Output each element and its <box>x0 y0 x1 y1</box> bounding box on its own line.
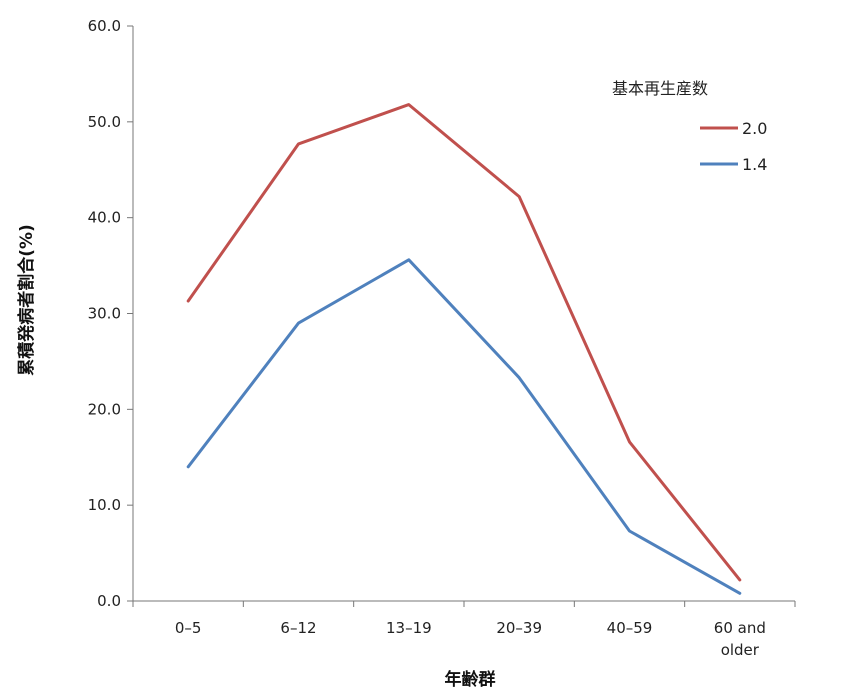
y-tick-label: 0.0 <box>97 592 121 610</box>
x-ticks: 0–5 6–12 13–19 20–39 40–59 60 and older <box>133 601 795 659</box>
legend-label-2.0: 2.0 <box>742 119 767 138</box>
axes <box>133 26 795 601</box>
x-axis-title: 年齢群 <box>445 669 496 690</box>
y-ticks: 0.0 10.0 20.0 30.0 40.0 50.0 60.0 <box>88 17 133 610</box>
y-axis-title: 累積発病者割合(%) <box>16 224 37 376</box>
legend-title: 基本再生産数 <box>612 79 708 98</box>
series-layer <box>188 105 740 594</box>
x-tick-label: 6–12 <box>280 619 316 637</box>
series-line-2.0 <box>188 105 740 580</box>
x-tick-label: 13–19 <box>386 619 432 637</box>
y-tick-label: 40.0 <box>88 209 121 227</box>
legend: 基本再生産数 2.0 1.4 <box>612 79 767 174</box>
y-tick-label: 50.0 <box>88 113 121 131</box>
legend-label-1.4: 1.4 <box>742 155 767 174</box>
series-line-1.4 <box>188 260 740 594</box>
y-tick-label: 10.0 <box>88 496 121 514</box>
x-tick-label: 60 and older <box>714 619 766 659</box>
x-tick-label: 0–5 <box>175 619 202 637</box>
y-tick-label: 60.0 <box>88 17 121 35</box>
x-tick-label: 20–39 <box>496 619 542 637</box>
y-tick-label: 20.0 <box>88 400 121 418</box>
y-tick-label: 30.0 <box>88 305 121 323</box>
x-tick-label: 40–59 <box>607 619 653 637</box>
